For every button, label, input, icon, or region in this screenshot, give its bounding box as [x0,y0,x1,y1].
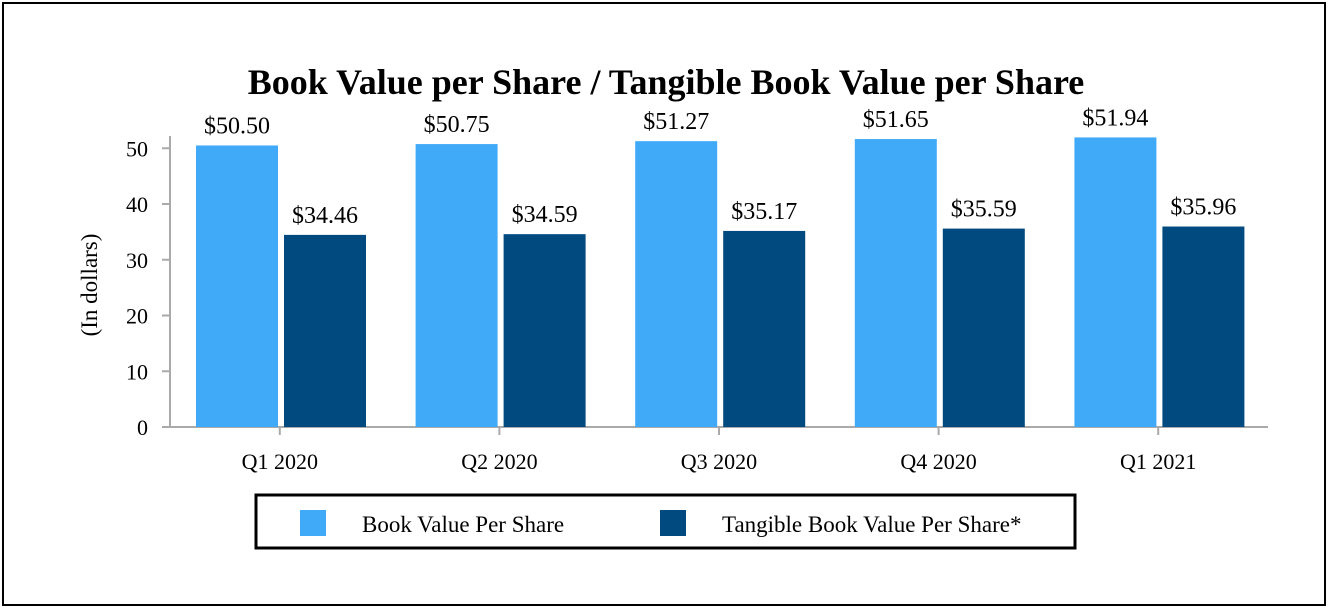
bar-tangible-book-value [942,228,1025,427]
y-tick-label: 20 [126,304,148,329]
bar-tangible-book-value [503,234,586,427]
bar-book-value [635,141,718,428]
bar-tangible-book-value [1162,226,1245,427]
data-label: $35.59 [951,197,1017,223]
data-label: $51.27 [643,109,709,135]
bar-book-value [854,139,937,427]
y-axis-label: (In dollars) [77,234,102,337]
y-axis: 0 10 20 30 40 50 [126,136,171,440]
data-label: $50.50 [204,113,270,139]
legend: Book Value Per Share Tangible Book Value… [254,493,1077,550]
data-label: $35.96 [1170,195,1236,221]
y-tick-label: 10 [126,359,148,384]
data-label: $34.59 [512,202,578,228]
x-tick-label: Q4 2020 [900,449,976,474]
data-label: $50.75 [424,112,490,138]
bar-tangible-book-value [284,234,366,427]
data-labels-group: $50.50 $50.75 $51.27 $51.65 $51.94 $34.46 $34.… [204,105,1236,228]
y-tick-label: 0 [137,415,148,440]
data-label: $51.65 [863,107,929,133]
bar-tangible-book-value [723,230,806,427]
data-label: $34.46 [292,203,358,229]
legend-swatch-book-value [300,510,326,536]
data-label: $51.94 [1082,105,1148,131]
y-tick-label: 30 [126,248,148,273]
bar-book-value [1074,137,1157,427]
y-tick-label: 50 [126,136,148,161]
x-tick-label: Q3 2020 [681,449,757,474]
bars-group [196,137,1245,428]
x-tick-label: Q1 2020 [242,449,318,474]
x-tick-label: Q2 2020 [461,449,537,474]
y-tick-label: 40 [126,192,148,217]
legend-label-tangible-book-value: Tangible Book Value Per Share* [722,512,1021,537]
x-axis: Q1 2020 Q2 2020 Q3 2020 Q4 2020 Q1 2021 [170,426,1268,474]
legend-box [254,493,1077,550]
bar-book-value [196,145,278,427]
legend-label-book-value: Book Value Per Share [362,512,564,537]
legend-swatch-tangible-book-value [660,510,686,536]
bar-book-value [415,144,498,427]
data-label: $35.17 [731,199,797,225]
chart-title: Book Value per Share / Tangible Book Val… [248,62,1085,102]
x-tick-label: Q1 2021 [1120,449,1196,474]
